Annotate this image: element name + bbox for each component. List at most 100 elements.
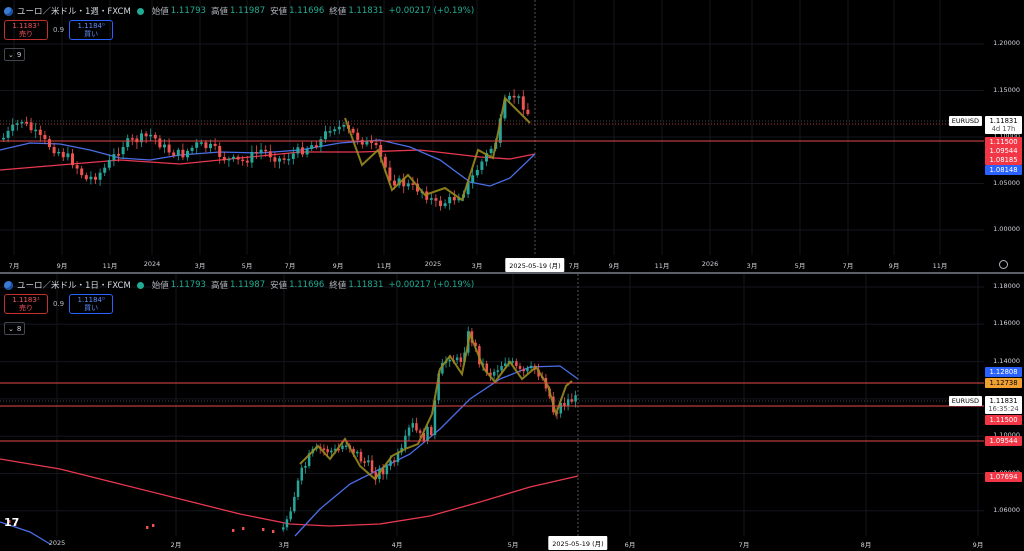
candle [393, 460, 396, 463]
time-axis-label: 3月 [746, 262, 758, 270]
candle [199, 142, 203, 144]
candle [242, 527, 245, 530]
time-axis-label: 2026 [701, 260, 719, 268]
candle [512, 95, 516, 98]
time-axis-label: 8月 [860, 541, 872, 549]
time-axis-label: 2025 [48, 539, 66, 547]
candle [455, 357, 459, 361]
candle [337, 448, 340, 451]
indicators-toggle-button[interactable]: ⌄ 9 [4, 48, 26, 61]
candle [94, 176, 97, 180]
candle [163, 144, 166, 148]
low-label: 安値 [270, 281, 288, 291]
weekly-chart-canvas[interactable] [0, 0, 1024, 272]
sell-button[interactable]: 1.1183¹ 売り [4, 20, 48, 40]
buy-button[interactable]: 1.1184⁰ 買い [69, 20, 114, 40]
countdown: 16:35:24 [988, 405, 1019, 413]
candle [181, 149, 185, 158]
price-axis-label: 1.10000 [993, 132, 1020, 140]
candle [374, 142, 378, 146]
symbol-title[interactable]: ユーロ／米ドル・1週・FXCM [17, 7, 131, 17]
close-label: 終値 [329, 7, 347, 17]
buy-button[interactable]: 1.1184⁰ 買い [69, 294, 114, 314]
candle [38, 129, 42, 136]
countdown: 4d 17h [991, 125, 1016, 133]
sell-button[interactable]: 1.1183¹ 売り [4, 294, 48, 314]
candle [517, 96, 521, 98]
candle [365, 140, 369, 145]
candle [425, 191, 429, 200]
symbol-title[interactable]: ユーロ／米ドル・1日・FXCM [17, 281, 131, 291]
candle [158, 138, 162, 148]
symbol-tag: EURUSD [948, 396, 982, 406]
candle [385, 465, 389, 475]
time-axis-label: 2025 [424, 260, 442, 268]
candle [504, 363, 507, 366]
candle [466, 182, 470, 195]
price-axis-label: 1.00000 [993, 225, 1020, 233]
candle [250, 151, 254, 163]
sell-label: 売り [19, 30, 33, 38]
candle [218, 145, 222, 157]
price-tag-value: 1.12808 [989, 368, 1018, 376]
candle [204, 142, 208, 149]
candle [282, 527, 285, 530]
chart-header: ユーロ／米ドル・1週・FXCM 始値 1.11793 高値 1.11987 安値 1.… [4, 4, 479, 18]
ma-mid-line [0, 521, 51, 545]
candle [511, 361, 514, 363]
weekly-chart-pane[interactable]: ユーロ／米ドル・1週・FXCM 始値 1.11793 高値 1.11987 安値 1.… [0, 0, 1024, 272]
candle [227, 158, 231, 161]
candle [324, 131, 327, 140]
buy-price: 1.1184⁰ [77, 296, 105, 304]
close-value: 1.11831 [348, 6, 384, 16]
candle [537, 369, 540, 377]
candle [262, 528, 265, 531]
candle [66, 153, 70, 158]
price-tag: 1.12738 [985, 378, 1022, 388]
candle [29, 122, 33, 131]
daily-chart-canvas[interactable] [0, 274, 1024, 551]
candle [485, 363, 488, 373]
candle [296, 147, 300, 154]
candle [322, 448, 326, 450]
daily-chart-pane[interactable]: ユーロ／米ドル・1日・FXCM 始値 1.11793 高値 1.11987 安値 1.… [0, 274, 1024, 551]
candle [402, 178, 406, 187]
price-tag-value: 1.08185 [989, 156, 1018, 164]
candle [232, 156, 235, 159]
candle [407, 427, 411, 436]
candle [103, 167, 107, 173]
open-value: 1.11793 [170, 6, 206, 16]
price-axis-label: 1.05000 [993, 178, 1020, 187]
price-tag: 1.08185 [985, 155, 1022, 165]
close-label: 終値 [329, 281, 347, 291]
time-axis-label: 6月 [624, 541, 636, 549]
candle [429, 198, 433, 200]
candle [15, 123, 19, 125]
candle [370, 140, 373, 143]
candle [326, 449, 329, 453]
candle [107, 160, 111, 168]
candle [328, 131, 332, 133]
candle [80, 168, 84, 176]
ma-mid-line [0, 139, 536, 187]
candle [404, 435, 407, 448]
candle [121, 146, 125, 155]
candle [379, 145, 383, 157]
price-axis-label: 1.15000 [993, 85, 1020, 94]
settings-icon[interactable] [999, 260, 1008, 269]
tradingview-logo[interactable]: 𝟭𝟳 [4, 516, 20, 529]
low-value: 1.11696 [289, 6, 325, 16]
low-label: 安値 [270, 7, 288, 17]
buy-label: 買い [84, 30, 99, 38]
candle [374, 472, 377, 480]
price-tag-value: 1.12738 [989, 379, 1018, 387]
time-axis-label: 3月 [194, 262, 206, 270]
candle [356, 451, 359, 454]
candle [264, 149, 268, 152]
candle [112, 154, 116, 161]
pane-divider[interactable] [0, 272, 1024, 274]
candle [529, 365, 533, 369]
candle [241, 159, 245, 162]
price-axis-label: 1.14000 [993, 356, 1020, 365]
indicators-toggle-button[interactable]: ⌄ 8 [4, 322, 26, 335]
